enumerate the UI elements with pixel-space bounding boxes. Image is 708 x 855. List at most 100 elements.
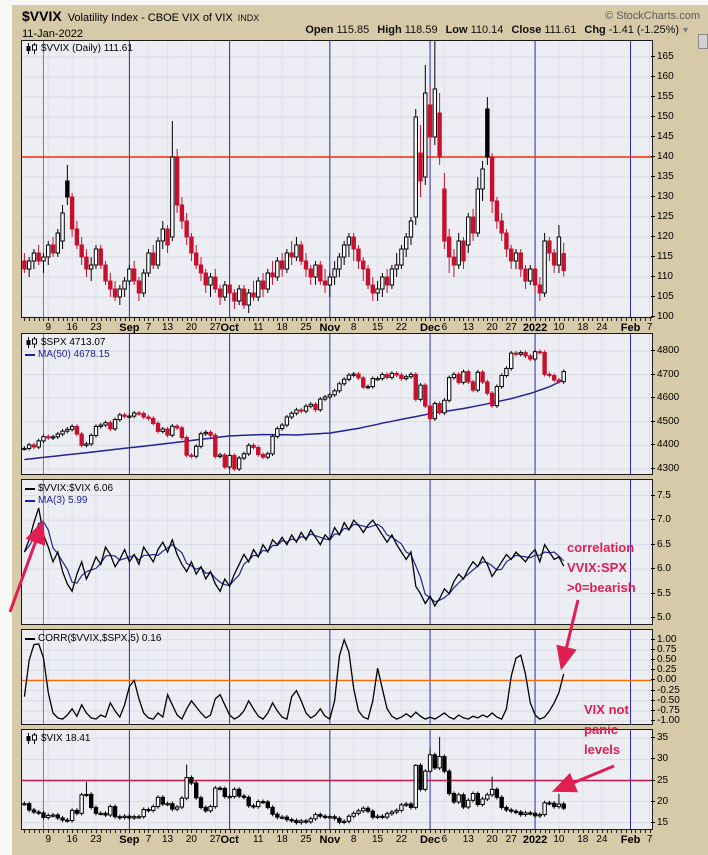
x-axis-tick-mark <box>296 830 298 833</box>
x-axis-tick-mark <box>143 830 145 833</box>
x-axis-label: 11 <box>253 322 264 333</box>
y-axis-tick-label: 145 <box>657 131 674 142</box>
y-axis-tick-mark <box>651 679 655 681</box>
x-axis-label: 18 <box>577 322 589 333</box>
x-axis-label: Sep <box>119 322 140 334</box>
x-axis-tick-mark <box>573 830 575 833</box>
x-axis-tick-mark <box>640 318 642 321</box>
x-axis-tick-mark <box>620 318 622 321</box>
y-axis-tick-mark <box>651 373 655 375</box>
x-axis-tick-mark <box>229 318 231 321</box>
legend-label-corr: CORR($VVIX,$SPX,5) 0.16 <box>38 633 162 644</box>
x-axis-tick-mark <box>263 318 265 321</box>
x-axis-tick-mark <box>186 830 188 833</box>
y-axis-tick-mark <box>651 638 655 640</box>
y-axis-tick-label: 115 <box>657 251 673 262</box>
x-axis-tick-mark <box>158 318 160 321</box>
x-axis-tick-mark <box>95 318 97 321</box>
y-axis-tick-label: 25 <box>657 774 669 786</box>
x-axis-tick-mark <box>129 830 131 833</box>
x-axis-label: 2022 <box>522 322 548 334</box>
y-axis-tick-mark <box>651 296 655 297</box>
x-axis-tick-mark <box>353 830 355 833</box>
open-label: Open <box>305 24 334 36</box>
legend-label-ratio: $VVIX:$VIX 6.06 <box>38 483 114 494</box>
open-value: 115.85 <box>336 24 370 36</box>
x-axis-tick-mark <box>38 830 40 833</box>
x-axis-tick-mark <box>444 318 446 321</box>
x-axis-tick-mark <box>67 318 69 321</box>
x-axis-tick-mark <box>76 830 78 833</box>
x-axis-tick-mark <box>487 318 489 321</box>
x-axis-tick-mark <box>105 830 107 833</box>
x-axis-label: 25 <box>300 322 312 333</box>
annotation-correlation-note: correlation VVIX:SPX >0=bearish <box>567 540 636 595</box>
x-axis-tick-mark <box>382 830 384 833</box>
x-axis-tick-mark <box>597 830 599 833</box>
panel-spx <box>21 333 653 475</box>
x-axis-tick-mark <box>363 318 365 321</box>
x-axis-tick-mark <box>501 318 503 321</box>
legend-label-vix: $VIX 18.41 <box>41 733 91 744</box>
scrollbar-thumb[interactable] <box>698 34 708 49</box>
y-axis-tick-mark <box>651 779 655 781</box>
x-axis-label: 7 <box>145 834 152 845</box>
x-axis-tick-mark <box>372 318 374 321</box>
x-axis-tick-mark <box>592 830 594 833</box>
y-axis-tick-mark <box>651 196 655 197</box>
copyright: © StockCharts.com <box>605 10 700 22</box>
page-left-margin <box>0 0 12 855</box>
x-axis-tick-mark <box>81 318 83 321</box>
x-axis-tick-mark <box>592 318 594 321</box>
y-axis-tick-label: 15 <box>657 816 669 828</box>
x-axis-tick-mark <box>625 318 627 321</box>
y-axis-tick-label: 4400 <box>657 439 680 451</box>
y-axis-tick-label: 130 <box>657 191 674 202</box>
x-axis-tick-mark <box>473 830 475 833</box>
x-axis-tick-mark <box>463 830 465 833</box>
x-axis-label: 15 <box>372 834 384 845</box>
y-axis-tick-mark <box>651 397 655 399</box>
x-axis-tick-mark <box>205 318 207 321</box>
x-axis-tick-mark <box>29 318 31 321</box>
y-axis-tick-label: 165 <box>657 51 674 62</box>
x-axis-tick-mark <box>344 830 346 833</box>
x-axis-tick-mark <box>148 830 150 833</box>
x-axis-tick-mark <box>410 830 412 833</box>
x-axis-tick-mark <box>492 830 494 833</box>
x-axis-tick-mark <box>406 318 408 321</box>
x-axis-tick-mark <box>72 318 74 321</box>
x-axis-tick-mark <box>558 318 560 321</box>
x-axis-tick-mark <box>248 830 250 833</box>
x-axis-tick-mark <box>62 830 64 833</box>
y-axis-tick-label: 150 <box>657 111 674 122</box>
symbol: $VVIX <box>22 8 62 24</box>
y-axis-tick-mark <box>651 349 655 351</box>
x-axis-label: Nov <box>319 322 341 334</box>
x-axis-tick-mark <box>296 318 298 321</box>
chg-down-arrow-icon: ▼ <box>681 25 690 35</box>
x-axis-label: 20 <box>185 834 197 845</box>
x-axis-tick-mark <box>363 830 365 833</box>
x-axis-tick-mark <box>449 830 451 833</box>
x-axis-label: Nov <box>319 834 341 846</box>
y-axis-tick-mark <box>651 176 655 177</box>
x-axis-tick-mark <box>620 830 622 833</box>
x-axis-tick-mark <box>449 318 451 321</box>
y-axis-tick-mark <box>651 467 655 469</box>
y-axis-tick-label: 5.0 <box>657 612 671 624</box>
x-axis-tick-mark <box>181 830 183 833</box>
y-axis-tick-mark <box>651 316 655 317</box>
page-top-margin <box>0 0 708 5</box>
x-axis-tick-mark <box>43 318 45 321</box>
low-label: Low <box>445 24 468 36</box>
x-axis-tick-mark <box>368 830 370 833</box>
x-axis-tick-mark <box>606 830 608 833</box>
x-axis-tick-mark <box>72 830 74 833</box>
x-axis-tick-mark <box>530 318 532 321</box>
x-axis-tick-mark <box>434 830 436 833</box>
x-axis-tick-mark <box>554 830 556 833</box>
x-axis-label: 6 <box>441 322 448 333</box>
legend-corr: CORR($VVIX,$SPX,5) 0.16 <box>25 633 161 644</box>
